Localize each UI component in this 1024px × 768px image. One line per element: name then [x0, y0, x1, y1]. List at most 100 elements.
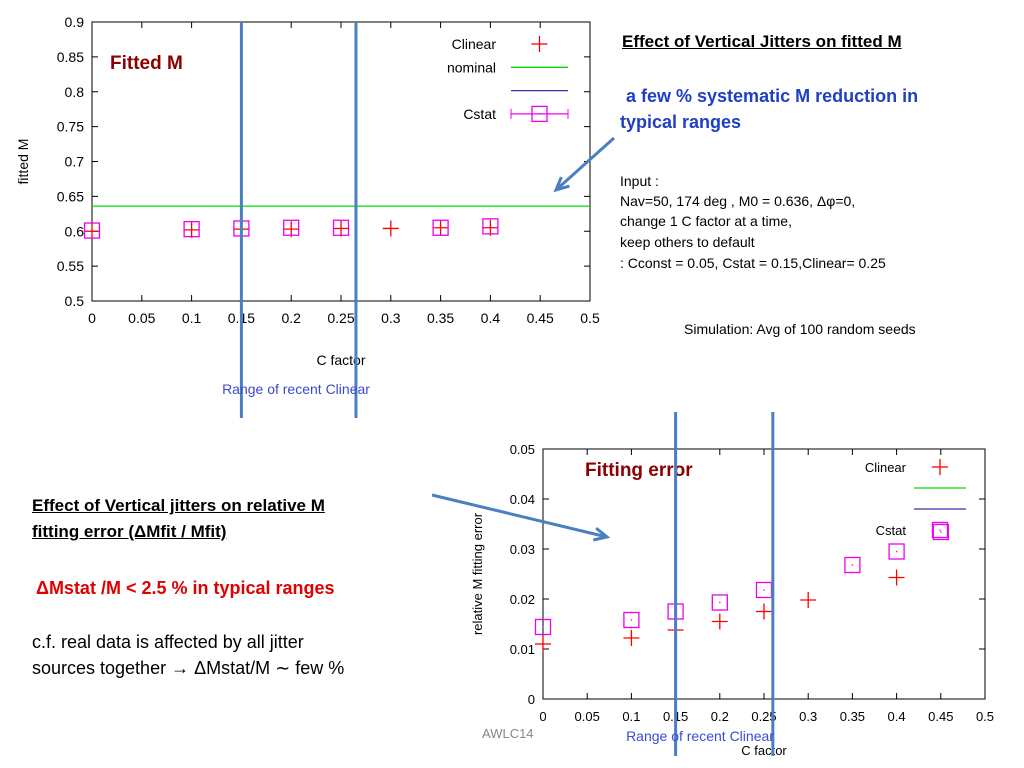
top-x-tick-label: 0.5 — [580, 310, 600, 326]
top-cstat-point-dot — [290, 226, 293, 229]
top-x-tick-label: 0.45 — [527, 310, 554, 326]
top-clinear-point — [382, 220, 399, 237]
bottom-plot-frame — [542, 448, 986, 700]
bottom-y-tick-label: 0.03 — [510, 542, 535, 557]
bottom-heading-line-2: fitting error (ΔMfit / Mfit) — [32, 522, 227, 541]
bottom-cstat-point-dot — [763, 589, 765, 591]
top-cstat-point-box — [283, 219, 300, 236]
bottom-x-tick-label: 0.35 — [840, 709, 865, 724]
input-line-5: : Cconst = 0.05, Cstat = 0.15,Clinear= 0… — [620, 255, 886, 271]
top-y-axis-label: fitted M — [15, 139, 31, 185]
bottom-cstat-point — [844, 556, 861, 574]
top-cstat-point — [432, 219, 449, 236]
top-x-tick-label: 0.3 — [381, 310, 401, 326]
top-annotation-arrow-shaft — [554, 136, 616, 192]
simulation-note: Simulation: Avg of 100 random seeds — [684, 321, 916, 337]
top-y-tick-label: 0.85 — [57, 49, 84, 65]
bottom-cstat-point-dot — [630, 619, 633, 621]
top-legend-label: Clinear — [452, 36, 497, 52]
bottom-y-tick-label: 0.05 — [510, 442, 535, 457]
bottom-highlight: ΔMstat /M < 2.5 % in typical ranges — [36, 578, 335, 598]
cf-line-2: sources together → ΔMstat/M ∼ few % — [32, 658, 345, 678]
bottom-annotation-arrow — [431, 493, 611, 542]
top-cstat-point — [283, 219, 300, 236]
bottom-legend-sample-square — [931, 521, 949, 539]
bottom-cstat-point — [711, 594, 728, 611]
top-cstat-point — [183, 221, 200, 238]
bottom-cstat-point-dot — [719, 601, 721, 604]
top-highlight-line-1: a few % systematic M reduction in — [626, 86, 919, 106]
input-line-3: change 1 C factor at a time, — [620, 213, 792, 229]
top-legend-label: Cstat — [463, 106, 496, 122]
top-range-label: Range of recent Clinear — [222, 381, 370, 397]
bottom-clinear-point — [623, 630, 640, 646]
top-cstat-point-box — [83, 222, 101, 239]
top-clinear-point — [482, 219, 499, 236]
bottom-cstat-point-dot — [895, 550, 898, 553]
top-cstat-point-box — [332, 219, 350, 236]
bottom-cstat-point-dot — [851, 564, 854, 566]
bottom-annotation-arrow-shaft — [431, 493, 608, 539]
top-legend-sample-plus — [531, 36, 548, 52]
top-cstat-point-dot — [91, 229, 93, 232]
bottom-annotation-arrow-head — [593, 526, 611, 542]
top-cstat-point-box — [183, 221, 200, 238]
bottom-y-axis-label: relative M fitting error — [470, 512, 485, 635]
top-cstat-point-box — [482, 218, 499, 235]
top-y-tick-label: 0.7 — [65, 154, 85, 170]
top-y-tick-label: 0.6 — [65, 223, 85, 239]
top-heading: Effect of Vertical Jitters on fitted M — [622, 32, 902, 51]
bottom-clinear-point — [535, 636, 551, 652]
bottom-x-tick-label: 0.5 — [976, 709, 994, 724]
bottom-cstat-point-box — [711, 594, 728, 611]
bottom-y-tick-label: 0.02 — [510, 592, 535, 607]
bottom-y-tick-label: 0.04 — [510, 492, 535, 507]
top-legend-sample-square-box — [531, 105, 548, 123]
top-y-tick-label: 0.9 — [65, 14, 85, 30]
bottom-x-tick-label: 0.3 — [799, 709, 817, 724]
bottom-clinear-point — [888, 569, 905, 586]
bottom-cstat-point-box — [623, 611, 640, 629]
top-chart-title: Fitted M — [110, 53, 183, 74]
top-cstat-point — [83, 222, 101, 239]
bottom-x-tick-label: 0.25 — [751, 709, 776, 724]
top-clinear-point — [283, 221, 300, 238]
top-cstat-point — [332, 219, 350, 236]
top-x-axis-label: C factor — [316, 352, 365, 368]
top-x-tick-label: 0.25 — [327, 310, 354, 326]
top-x-tick-label: 0.35 — [427, 310, 454, 326]
bottom-y-tick-label: 0.01 — [510, 642, 535, 657]
top-legend-sample-square — [531, 105, 548, 123]
top-cstat-point-dot — [340, 226, 342, 229]
bottom-cstat-point — [932, 523, 949, 541]
bottom-cstat-point-dot — [542, 626, 544, 628]
top-annotation-arrow — [553, 136, 616, 193]
top-x-tick-label: 0.4 — [481, 310, 501, 326]
input-line-2: Nav=50, 174 deg , M0 = 0.636, Δφ=0, — [620, 193, 856, 209]
bottom-x-tick-label: 0.05 — [575, 709, 600, 724]
bottom-cstat-point-box — [932, 523, 949, 541]
bottom-legend-sample-plus — [932, 459, 948, 475]
top-x-tick-label: 0.2 — [281, 310, 301, 326]
top-cstat-point-dot — [489, 225, 492, 228]
bottom-cstat-point — [755, 581, 773, 599]
input-line-4: keep others to default — [620, 234, 755, 250]
top-x-tick-label: 0 — [88, 310, 96, 326]
bottom-x-axis-label: C factor — [741, 743, 787, 758]
top-y-tick-label: 0.5 — [65, 293, 85, 309]
bottom-clinear-point — [711, 613, 728, 630]
bottom-legend-sample-square-dot — [939, 529, 941, 531]
bottom-cstat-point — [623, 611, 640, 629]
bottom-heading-line-1: Effect of Vertical jitters on relative M — [32, 496, 325, 515]
bottom-cstat-point-box — [888, 543, 905, 560]
top-cstat-point-dot — [190, 228, 193, 230]
bottom-cstat-point-dot — [940, 531, 942, 533]
top-highlight-line-2: typical ranges — [620, 112, 742, 132]
bottom-x-tick-label: 0 — [539, 709, 546, 724]
bottom-cstat-point-box — [534, 618, 552, 636]
bottom-legend-label: Cstat — [876, 523, 907, 538]
input-line-1: Input : — [620, 173, 659, 189]
top-y-tick-label: 0.65 — [57, 188, 84, 204]
bottom-clinear-point — [800, 592, 817, 608]
